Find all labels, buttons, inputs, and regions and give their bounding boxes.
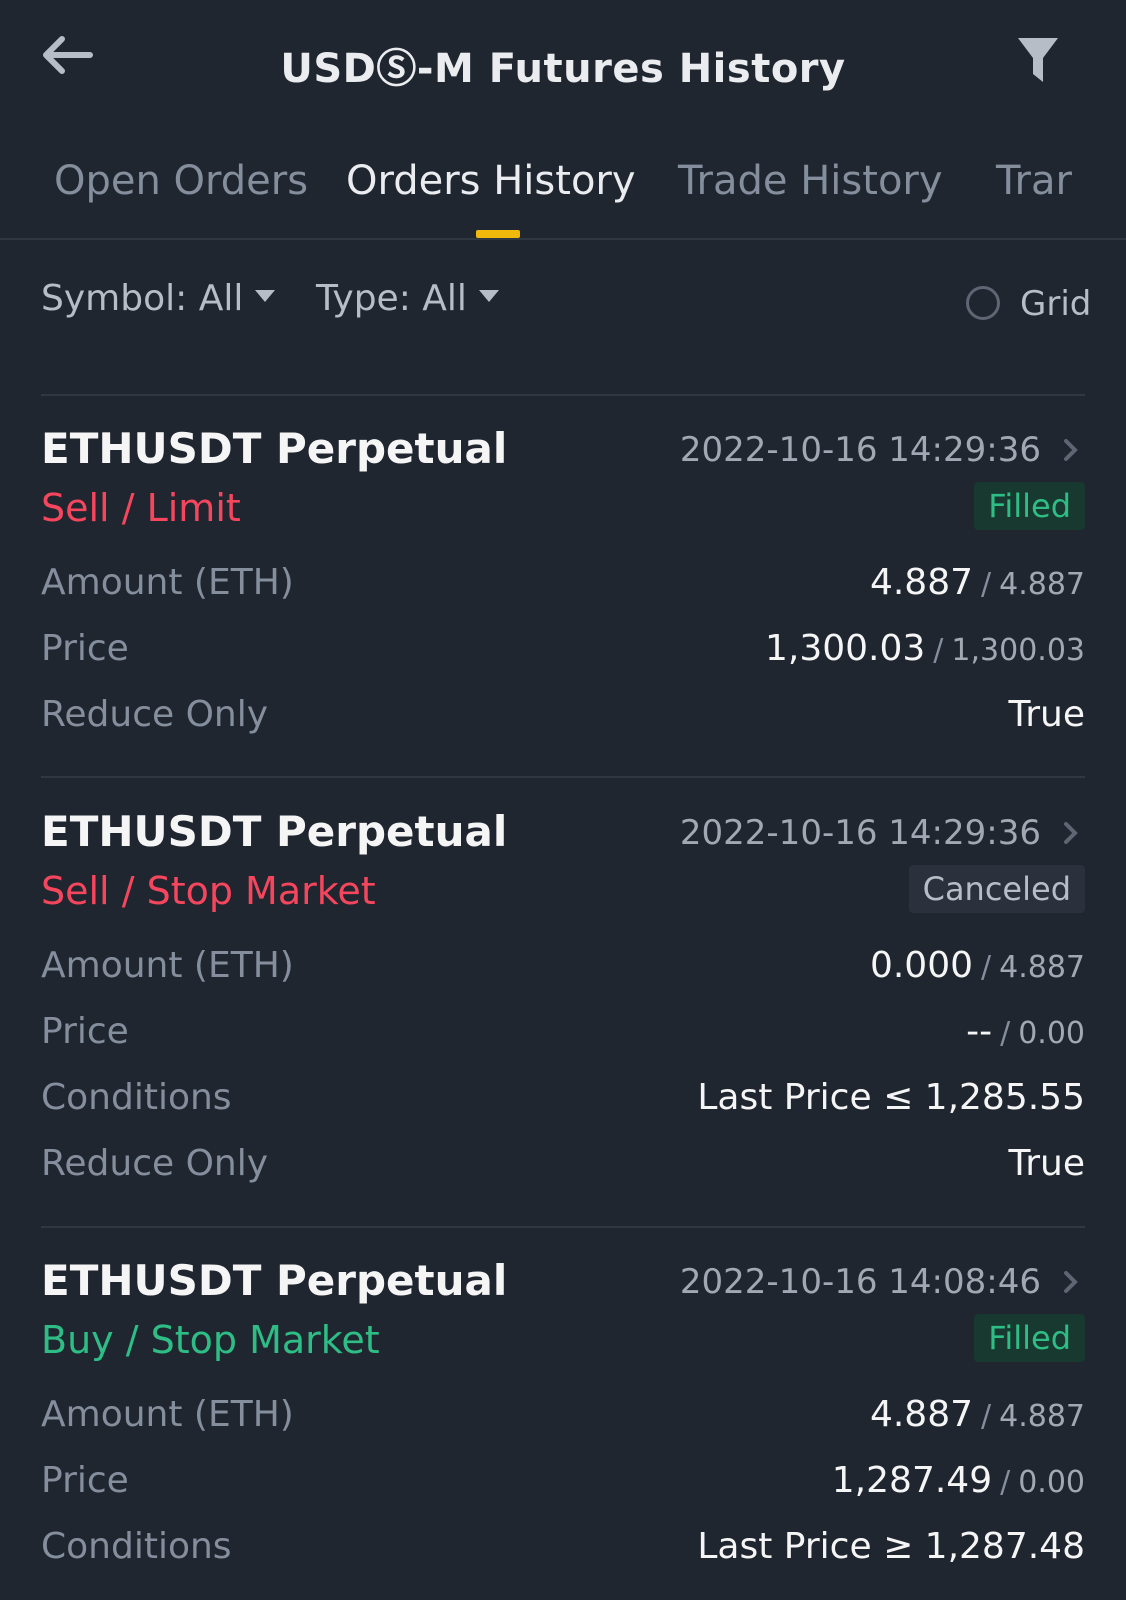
- chevron-right-icon: [1064, 1271, 1078, 1293]
- conditions-label: Conditions: [41, 1526, 232, 1567]
- price-label: Price: [41, 1460, 129, 1501]
- amount-filled: 4.887: [869, 562, 973, 603]
- amount-label: Amount (ETH): [41, 562, 294, 603]
- conditions-row: Conditions Last Price ≤ 1,285.55: [41, 1077, 1085, 1127]
- price-value: 1,300.03/1,300.03: [765, 628, 1085, 669]
- funnel-icon: [1018, 38, 1058, 82]
- conditions-value: Last Price ≥ 1,287.48: [697, 1526, 1085, 1567]
- amount-total: 4.887: [999, 950, 1085, 985]
- amount-value: 4.887/4.887: [870, 1394, 1085, 1435]
- separator: /: [981, 950, 992, 985]
- order-side: Sell / Limit: [41, 486, 241, 530]
- top-bar: USDⓈ-M Futures History: [0, 0, 1126, 120]
- symbol-filter[interactable]: Symbol: All: [41, 278, 276, 319]
- separator: /: [1000, 1465, 1011, 1500]
- active-tab-indicator: [476, 230, 520, 238]
- grid-label: Grid: [1020, 284, 1092, 324]
- price-order: 0.00: [1018, 1465, 1085, 1500]
- type-filter-value: All: [422, 278, 467, 319]
- chevron-right-icon: [1064, 439, 1078, 461]
- conditions-value: Last Price ≤ 1,285.55: [697, 1077, 1085, 1118]
- filter-bar: Symbol: All Type: All Grid: [0, 270, 1126, 340]
- separator: /: [1000, 1016, 1011, 1051]
- conditions-row: Conditions Last Price ≥ 1,287.48: [41, 1526, 1085, 1576]
- grid-radio-icon[interactable]: [966, 286, 1000, 320]
- reduce-only-row: Reduce Only True: [41, 1143, 1085, 1193]
- reduce-only-label: Reduce Only: [41, 1143, 269, 1184]
- back-arrow-icon: [43, 36, 93, 74]
- reduce-only-label: Reduce Only: [41, 694, 269, 735]
- symbol-filter-value: All: [198, 278, 244, 319]
- separator: /: [981, 567, 992, 602]
- chevron-right-icon: [1064, 822, 1078, 844]
- divider: [41, 776, 1085, 778]
- caret-down-icon: [255, 290, 276, 302]
- type-filter-label: Type:: [316, 278, 411, 319]
- amount-row: Amount (ETH) 0.000/4.887: [41, 945, 1085, 995]
- price-row: Price 1,287.49/0.00: [41, 1460, 1085, 1510]
- order-card[interactable]: ETHUSDT Perpetual 2022-10-16 14:29:36 Se…: [41, 424, 1085, 764]
- price-value: 1,287.49/0.00: [832, 1460, 1085, 1501]
- status-badge: Filled: [974, 482, 1085, 530]
- tab-trade-history[interactable]: Trade History: [678, 158, 943, 204]
- amount-value: 4.887/4.887: [870, 562, 1085, 603]
- reduce-only-row: Reduce Only True: [41, 694, 1085, 744]
- amount-total: 4.887: [999, 1399, 1085, 1434]
- caret-down-icon: [478, 290, 499, 302]
- price-order: 0.00: [1018, 1016, 1085, 1051]
- reduce-only-value: True: [1008, 694, 1085, 735]
- order-time: 2022-10-16 14:08:46: [679, 1262, 1041, 1302]
- price-avg: 1,287.49: [831, 1460, 993, 1501]
- amount-label: Amount (ETH): [41, 1394, 294, 1435]
- tab-orders-history[interactable]: Orders History: [346, 158, 636, 204]
- back-button[interactable]: [36, 30, 96, 80]
- order-symbol: ETHUSDT Perpetual: [41, 424, 508, 473]
- price-row: Price --/0.00: [41, 1011, 1085, 1061]
- amount-value: 0.000/4.887: [870, 945, 1085, 986]
- status-badge: Filled: [974, 1314, 1085, 1362]
- order-time: 2022-10-16 14:29:36: [679, 430, 1041, 470]
- amount-total: 4.887: [999, 567, 1085, 602]
- conditions-label: Conditions: [41, 1077, 232, 1118]
- price-avg: 1,300.03: [764, 628, 926, 669]
- divider: [41, 394, 1085, 396]
- divider: [41, 1226, 1085, 1228]
- price-label: Price: [41, 1011, 129, 1052]
- amount-label: Amount (ETH): [41, 945, 294, 986]
- order-card[interactable]: ETHUSDT Perpetual 2022-10-16 14:29:36 Se…: [41, 807, 1085, 1227]
- amount-filled: 4.887: [869, 1394, 973, 1435]
- order-symbol: ETHUSDT Perpetual: [41, 807, 508, 856]
- order-card[interactable]: ETHUSDT Perpetual 2022-10-16 14:08:46 Bu…: [41, 1256, 1085, 1596]
- page-title: USDⓈ-M Futures History: [280, 46, 846, 92]
- order-time: 2022-10-16 14:29:36: [679, 813, 1041, 853]
- amount-row: Amount (ETH) 4.887/4.887: [41, 562, 1085, 612]
- price-row: Price 1,300.03/1,300.03: [41, 628, 1085, 678]
- order-side: Buy / Stop Market: [41, 1318, 380, 1362]
- amount-filled: 0.000: [869, 945, 973, 986]
- price-value: --/0.00: [966, 1011, 1085, 1052]
- separator: /: [933, 633, 944, 668]
- tab-transaction-history[interactable]: Trar: [996, 158, 1072, 204]
- price-label: Price: [41, 628, 129, 669]
- reduce-only-value: True: [1008, 1143, 1085, 1184]
- tab-open-orders[interactable]: Open Orders: [54, 158, 309, 204]
- price-avg: --: [966, 1011, 993, 1052]
- history-tabs: Open Orders Orders History Trade History…: [0, 140, 1126, 240]
- order-side: Sell / Stop Market: [41, 869, 376, 913]
- separator: /: [981, 1399, 992, 1434]
- order-symbol: ETHUSDT Perpetual: [41, 1256, 508, 1305]
- status-badge: Canceled: [908, 865, 1085, 913]
- amount-row: Amount (ETH) 4.887/4.887: [41, 1394, 1085, 1444]
- filter-button[interactable]: [1016, 34, 1060, 88]
- symbol-filter-label: Symbol:: [41, 278, 188, 319]
- price-order: 1,300.03: [951, 633, 1085, 668]
- type-filter[interactable]: Type: All: [316, 278, 499, 319]
